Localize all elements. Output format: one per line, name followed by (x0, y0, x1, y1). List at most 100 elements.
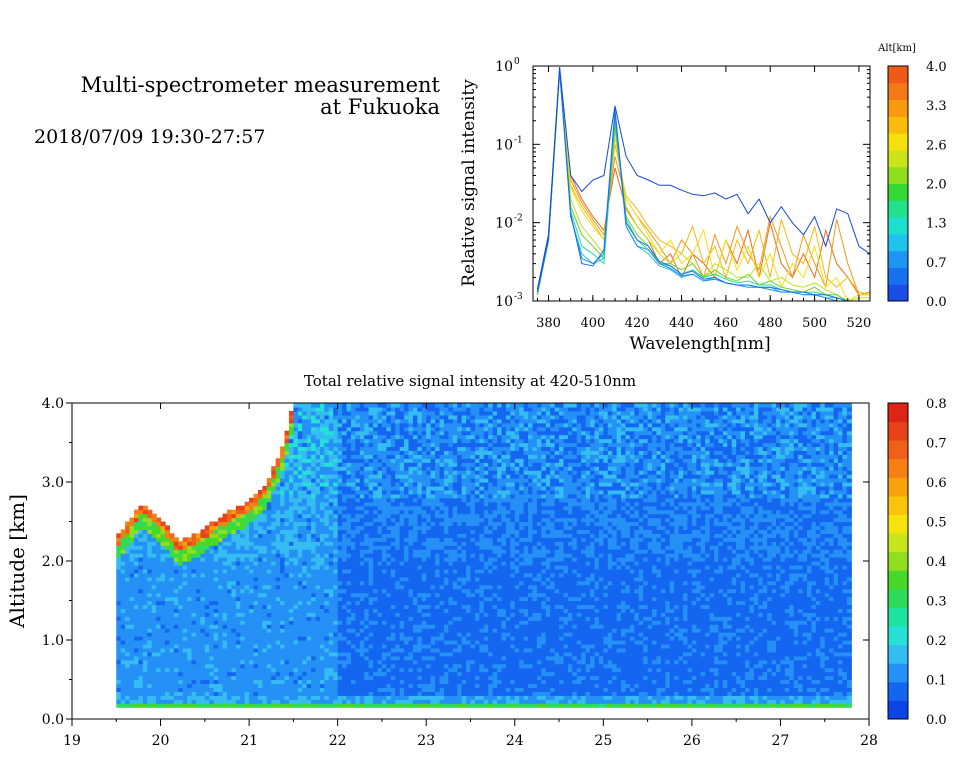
heatmap-cell (160, 679, 166, 685)
heatmap-cell (319, 462, 325, 467)
heatmap-cell (333, 529, 339, 534)
heatmap-cell (311, 529, 317, 534)
heatmap-cell (235, 549, 241, 554)
heatmap-cell (324, 624, 330, 629)
heatmap-cell (249, 691, 255, 696)
heatmap-cell (142, 592, 148, 598)
heatmap-cell (293, 584, 299, 590)
heatmap-cell (280, 671, 286, 677)
heatmap-cell (138, 695, 144, 700)
heatmap-cell (377, 568, 383, 574)
heatmap-cell (448, 576, 454, 582)
heatmap-cell (280, 458, 286, 463)
heatmap-cell (395, 628, 401, 633)
heatmap-cell (315, 418, 321, 424)
heatmap-cell (337, 541, 343, 546)
heatmap-cell (240, 553, 246, 558)
heatmap-cell (350, 418, 356, 424)
heatmap-cell (404, 691, 410, 696)
heatmap-cell (399, 489, 405, 495)
heatmap-cell (412, 663, 418, 669)
heatmap-cell (262, 679, 268, 685)
heatmap-cell (275, 600, 281, 606)
altitude-colorbar-tick-label: 2.0 (926, 178, 947, 193)
heatmap-cell (284, 521, 290, 527)
heatmap-cell (187, 561, 193, 566)
heatmap-cell (328, 643, 334, 649)
heatmap-cell (328, 640, 334, 645)
heatmap-cell (395, 632, 401, 637)
heatmap-cell (280, 553, 286, 558)
heatmap-cell (302, 450, 308, 455)
heatmap-cell (373, 493, 379, 499)
heatmap-cell (311, 588, 317, 594)
heatmap-cell (319, 640, 325, 645)
heatmap-cell (249, 513, 255, 519)
heatmap-cell (275, 482, 281, 487)
heatmap-cell (297, 616, 303, 621)
heatmap-cell (412, 640, 418, 645)
heatmap-cell (138, 513, 144, 519)
heatmap-cell (311, 513, 317, 519)
heatmap-cell (364, 561, 370, 566)
heatmap-cell (333, 663, 339, 669)
heatmap-cell (395, 493, 401, 499)
heatmap-cell (284, 557, 290, 562)
altitude-colorbar-segment (888, 99, 908, 117)
heatmap-cell (443, 640, 449, 645)
heatmap-cell (452, 679, 458, 685)
heatmap-cell (337, 679, 343, 685)
heatmap-cell (417, 489, 423, 495)
heatmap-cell (266, 493, 272, 499)
heatmap-cell (333, 557, 339, 562)
heatmap-cell (355, 414, 361, 420)
heatmap-cell (359, 426, 365, 432)
heatmap-cell (328, 596, 334, 602)
heatmap-cell (293, 643, 299, 649)
heatmap-cell (417, 525, 423, 530)
spectrum-series-line (536, 73, 870, 296)
heatmap-cell (191, 667, 197, 673)
heatmap-cell (275, 513, 281, 519)
heatmap-cell (218, 691, 224, 696)
heatmap-cell (430, 426, 436, 432)
heatmap-cell (355, 640, 361, 645)
heatmap-cell (337, 549, 343, 554)
heatmap-cell (315, 422, 321, 428)
heatmap-cell (116, 549, 122, 554)
heatmap-cell (280, 620, 286, 625)
heatmap-cell (187, 616, 193, 621)
heatmap-cell (142, 525, 148, 530)
heatmap-cell (386, 505, 392, 511)
heatmap-cell (408, 651, 414, 657)
heatmap-cell (417, 462, 423, 467)
heatmap-cell (315, 695, 321, 700)
heatmap-cell (346, 466, 352, 471)
heatmap-cell (377, 406, 383, 412)
heatmap-cell (346, 474, 352, 479)
heatmap-cell (178, 691, 184, 696)
heatmap-cell (333, 482, 339, 487)
heatmap-cell (346, 588, 352, 594)
heatmap-cell (381, 683, 387, 688)
heatmap-cell (271, 564, 277, 570)
heatmap-cell (200, 671, 206, 677)
heatmap-cell (448, 501, 454, 507)
heatmap-cell (240, 533, 246, 538)
heatmap-cell (204, 643, 210, 649)
heatmap-cell (209, 659, 215, 665)
heatmap-cell (386, 521, 392, 527)
heatmap-cell (156, 596, 162, 602)
heatmap-cell (359, 628, 365, 633)
heatmap-cell (226, 643, 232, 649)
heatmap-cell (262, 671, 268, 677)
heatmap-cell (328, 576, 334, 582)
heatmap-cell (430, 620, 436, 625)
heatmap-cell (435, 489, 441, 495)
heatmap-cell (129, 564, 135, 570)
heatmap-cell (364, 410, 370, 416)
heatmap-cell (319, 418, 325, 424)
heatmap-cell (213, 687, 219, 692)
heatmap-cell (430, 655, 436, 661)
heatmap-cell (169, 612, 175, 617)
